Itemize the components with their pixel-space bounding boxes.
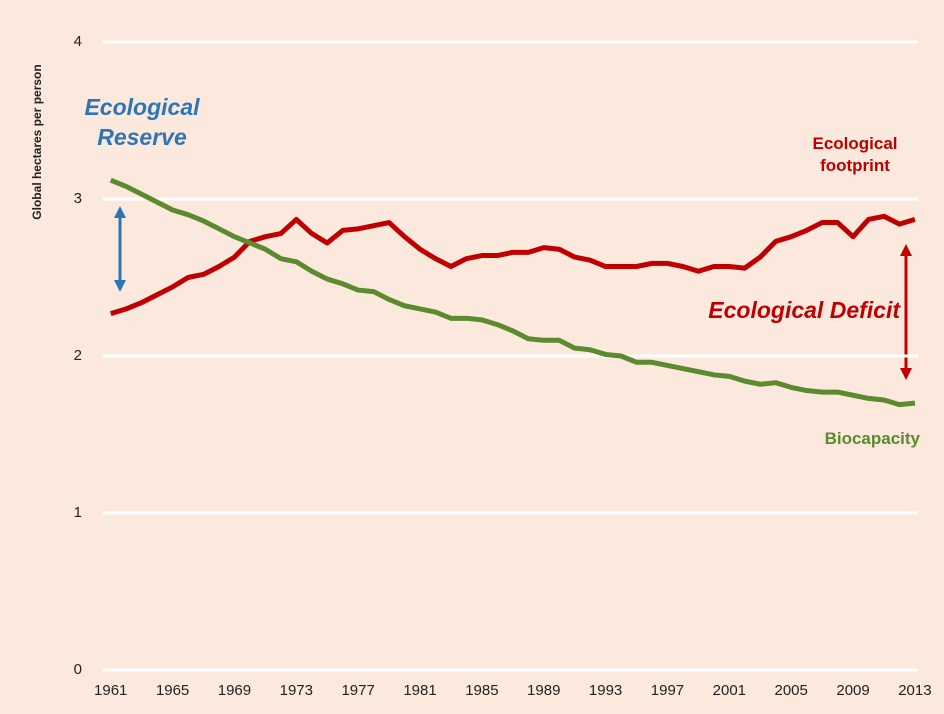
series-line	[109, 177, 916, 408]
deficit-label: Ecological Deficit	[708, 297, 900, 323]
y-axis-label: Global hectares per person	[30, 64, 44, 219]
footprint-label: Ecological footprint	[812, 134, 898, 176]
x-tick-label: 1981	[403, 682, 436, 699]
x-tick-label: 2009	[836, 682, 869, 699]
x-tick-label: 1973	[280, 682, 313, 699]
biocapacity-label: Biocapacity	[824, 429, 920, 448]
y-tick-label: 4	[74, 33, 82, 50]
y-tick-label: 1	[74, 504, 82, 521]
series-line	[110, 213, 916, 317]
x-tick-label: 2001	[713, 682, 746, 699]
reserve-label: Ecological Reserve	[84, 94, 200, 150]
y-tick-label: 2	[74, 347, 82, 364]
x-tick-label: 1961	[94, 682, 127, 699]
x-tick-label: 1969	[218, 682, 251, 699]
x-tick-label: 1985	[465, 682, 498, 699]
y-tick-label: 0	[74, 661, 82, 678]
x-tick-label: 1993	[589, 682, 622, 699]
y-tick-label: 3	[74, 190, 82, 207]
x-tick-label: 1977	[341, 682, 374, 699]
x-tick-label: 1965	[156, 682, 189, 699]
x-tick-label: 1989	[527, 682, 560, 699]
x-tick-label: 2005	[775, 682, 808, 699]
x-tick-label: 2013	[898, 682, 931, 699]
x-tick-label: 1997	[651, 682, 684, 699]
